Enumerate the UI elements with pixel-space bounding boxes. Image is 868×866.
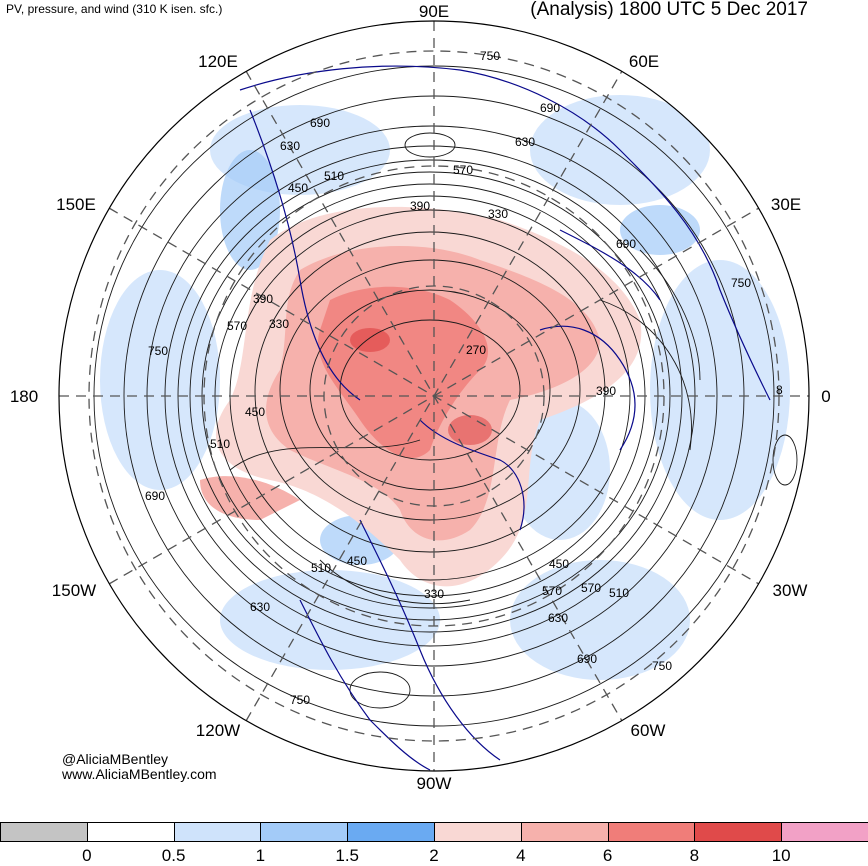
colorbar-tick-label: 6 <box>602 846 613 865</box>
contour-label: 510 <box>324 169 344 183</box>
colorbar-tick-label: 4 <box>516 846 526 865</box>
contour-label: 390 <box>253 292 273 306</box>
contour-label: 510 <box>609 586 629 600</box>
longitude-label-150w: 150W <box>51 581 97 600</box>
colorbar-tick-label: 2 <box>429 846 439 865</box>
longitude-label-90e: 90E <box>418 2 450 21</box>
credit-handle: @AliciaMBentley <box>62 751 169 767</box>
colorbar-segment <box>607 822 696 842</box>
credit-block: @AliciaMBentley www.AliciaMBentley.com <box>62 752 217 782</box>
contour-label: 510 <box>210 437 230 451</box>
contour-label: 270 <box>466 343 486 357</box>
longitude-label-150e: 150E <box>56 195 96 214</box>
longitude-label-120e: 120E <box>198 52 238 71</box>
colorbar-tick-label: 0.5 <box>161 846 186 865</box>
contour-label: 750 <box>652 659 672 673</box>
contour-labels: 750 690 630 570 510 450 390 330 270 750 … <box>145 49 783 707</box>
contour-label: 750 <box>148 344 168 358</box>
colorbar-segment <box>694 822 783 842</box>
contour-label: 330 <box>424 587 444 601</box>
contour-label: 630 <box>515 135 535 149</box>
contour-label: 690 <box>145 489 165 503</box>
contour-label: 450 <box>549 557 569 571</box>
contour-label: 570 <box>542 584 562 598</box>
pv-high-shading <box>200 206 642 587</box>
polar-map: 750 690 630 570 510 450 390 330 270 750 … <box>58 20 810 772</box>
colorbar-segment <box>520 822 609 842</box>
colorbar-segment <box>0 822 88 842</box>
colorbar-tick-label: 1.5 <box>335 846 360 865</box>
longitude-label-30w: 30W <box>772 581 808 600</box>
contour-label: 690 <box>540 101 560 115</box>
contour-label: 330 <box>269 317 289 331</box>
colorbar-segment <box>434 822 522 842</box>
pv-colorbar <box>0 822 868 844</box>
contour-label: 8 <box>776 383 783 397</box>
longitude-label-0: 0 <box>821 387 831 406</box>
credit-website: www.AliciaMBentley.com <box>62 766 217 782</box>
contour-label: 570 <box>227 319 247 333</box>
coastlines <box>239 65 771 771</box>
colorbar-tick-label: 0 <box>82 846 92 865</box>
colorbar-tick-label: 1 <box>255 846 266 865</box>
colorbar-segment <box>86 822 175 842</box>
contour-label: 750 <box>290 693 310 707</box>
colorbar-tick-label: 8 <box>689 846 700 865</box>
longitude-label-120w: 120W <box>195 721 241 740</box>
contour-label: 630 <box>548 611 568 625</box>
contour-label: 570 <box>453 163 473 177</box>
colorbar-segment <box>347 822 435 842</box>
contour-label: 510 <box>311 561 331 575</box>
contour-label: 450 <box>347 554 367 568</box>
colorbar-segment <box>781 822 868 842</box>
contour-label: 390 <box>410 199 430 213</box>
contour-label: 750 <box>731 276 751 290</box>
contour-label: 390 <box>596 384 616 398</box>
longitude-label-180: 180 <box>9 387 39 406</box>
colorbar-segment <box>173 822 262 842</box>
contour-label: 450 <box>288 181 308 195</box>
map-title: PV, pressure, and wind (310 K isen. sfc.… <box>6 2 223 16</box>
contour-label: 570 <box>581 581 601 595</box>
graticule <box>59 21 809 771</box>
pv-low-shading <box>100 95 790 680</box>
contour-label: 330 <box>488 207 508 221</box>
contour-label: 630 <box>280 139 300 153</box>
contour-label: 750 <box>480 49 500 63</box>
contour-label: 630 <box>250 600 270 614</box>
colorbar-segment <box>260 822 349 842</box>
contour-label: 690 <box>310 116 330 130</box>
contour-label: 450 <box>245 405 265 419</box>
colorbar-tick-label: 10 <box>771 846 791 865</box>
contour-label: 690 <box>616 237 636 251</box>
map-border <box>58 20 810 772</box>
analysis-timestamp: (Analysis) 1800 UTC 5 Dec 2017 <box>530 0 808 20</box>
longitude-label-90w: 90W <box>416 774 452 793</box>
longitude-label-60w: 60W <box>630 721 666 740</box>
longitude-label-60e: 60E <box>628 52 660 71</box>
contour-label: 690 <box>577 652 597 666</box>
longitude-label-30e: 30E <box>770 195 802 214</box>
